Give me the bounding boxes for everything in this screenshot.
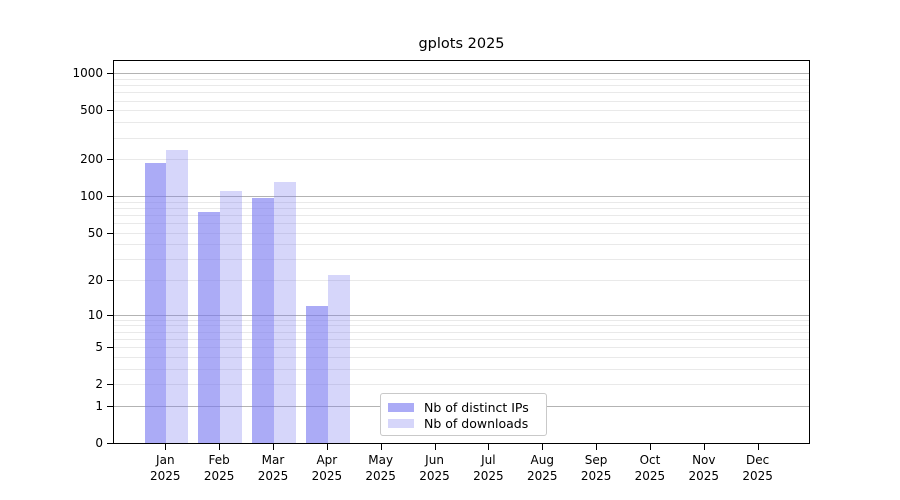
legend-swatch-distinct-ips (388, 402, 414, 412)
y-tick-mark (107, 347, 113, 349)
gridline-minor (114, 201, 809, 203)
bar-downloads-mar (274, 181, 296, 443)
y-tick-mark (107, 384, 113, 386)
gridline-minor (114, 347, 809, 349)
x-tick-label-jul: Jul 2025 (473, 453, 504, 483)
y-tick-label: 2 (95, 377, 103, 392)
y-tick-label: 100 (80, 189, 103, 204)
x-tick-label-mar: Mar 2025 (257, 453, 289, 483)
x-tick-mark (596, 444, 598, 450)
x-tick-mark (649, 444, 651, 450)
y-tick-label: 1000 (72, 66, 103, 81)
y-tick-label: 50 (87, 225, 103, 240)
gridline-minor (114, 356, 809, 358)
bar-downloads-apr (327, 275, 350, 443)
gridline-minor (114, 338, 809, 340)
y-tick-mark (107, 314, 113, 316)
y-tick-label: 0 (95, 436, 103, 450)
y-tick-mark (107, 405, 113, 407)
x-tick-label-dec: Dec 2025 (742, 453, 773, 483)
gridline-minor (114, 110, 809, 112)
legend-label-distinct-ips: Nb of distinct IPs (424, 399, 529, 415)
x-tick-mark (542, 444, 544, 450)
gridline-minor (114, 223, 809, 225)
bar-distinct_ips-feb (198, 212, 221, 443)
legend-label-downloads: Nb of downloads (424, 415, 529, 431)
x-tick-label-apr: Apr 2025 (311, 453, 343, 483)
gridline-minor (114, 368, 809, 370)
bar-distinct_ips-jan (144, 163, 167, 443)
x-tick-mark (434, 444, 436, 450)
x-tick-label-sep: Sep 2025 (580, 453, 612, 483)
x-tick-mark (703, 444, 705, 450)
gridline-minor (114, 325, 809, 327)
gridline-minor (114, 137, 809, 139)
x-tick-label-nov: Nov 2025 (688, 453, 720, 483)
x-tick-mark (757, 444, 759, 450)
legend-item-distinct-ips: Nb of distinct IPs (388, 399, 538, 415)
x-tick-label-oct: Oct 2025 (634, 453, 666, 483)
gridline-minor (114, 280, 809, 282)
y-tick-label: 1 (95, 398, 103, 413)
x-tick-mark (380, 444, 382, 450)
gridline-minor (114, 122, 809, 124)
gridline-major (114, 314, 809, 316)
x-tick-label-feb: Feb 2025 (203, 453, 235, 483)
x-tick-label-aug: Aug 2025 (526, 453, 558, 483)
x-tick-mark (273, 444, 274, 450)
bar-distinct_ips-apr (306, 305, 328, 443)
y-tick-mark (107, 73, 113, 75)
y-tick-label: 5 (95, 340, 103, 355)
y-tick-label: 500 (80, 103, 103, 118)
gridline-minor (114, 232, 809, 234)
gridline-minor (114, 259, 809, 261)
y-tick-mark (107, 232, 113, 234)
legend: Nb of distinct IPs Nb of downloads (380, 393, 547, 436)
gridline-minor (114, 319, 809, 321)
gridline-major (114, 73, 809, 75)
x-tick-label-may: May 2025 (365, 453, 396, 483)
gridline-minor (114, 244, 809, 246)
y-tick-label: 10 (87, 307, 103, 322)
legend-swatch-downloads (388, 418, 414, 428)
x-tick-mark (165, 444, 167, 450)
bar-downloads-feb (220, 191, 242, 443)
gridline-minor (114, 384, 809, 386)
gridline-minor (114, 92, 809, 94)
chart-title: gplots 2025 (418, 36, 505, 52)
gridline-minor (114, 78, 809, 80)
y-tick-mark (107, 159, 113, 161)
gridline-minor (114, 207, 809, 209)
bar-downloads-jan (166, 149, 188, 443)
gridline-minor (114, 100, 809, 102)
plot-area (113, 60, 810, 444)
legend-item-downloads: Nb of downloads (388, 415, 538, 431)
x-tick-mark (219, 444, 221, 450)
y-tick-mark (107, 110, 113, 112)
bar-distinct_ips-mar (252, 197, 274, 443)
gridline-minor (114, 331, 809, 333)
gridline-minor (114, 159, 809, 161)
y-tick-mark (107, 280, 113, 282)
gridline-minor (114, 85, 809, 87)
y-tick-mark (107, 196, 113, 198)
x-tick-mark (326, 444, 328, 450)
x-tick-label-jun: Jun 2025 (419, 453, 450, 483)
x-tick-mark (488, 444, 490, 450)
gridline-major (114, 196, 809, 198)
gridline-minor (114, 214, 809, 216)
y-tick-label: 200 (80, 152, 103, 167)
y-tick-label: 20 (87, 273, 103, 288)
x-tick-label-jan: Jan 2025 (150, 453, 181, 483)
y-tick-mark (107, 443, 113, 444)
